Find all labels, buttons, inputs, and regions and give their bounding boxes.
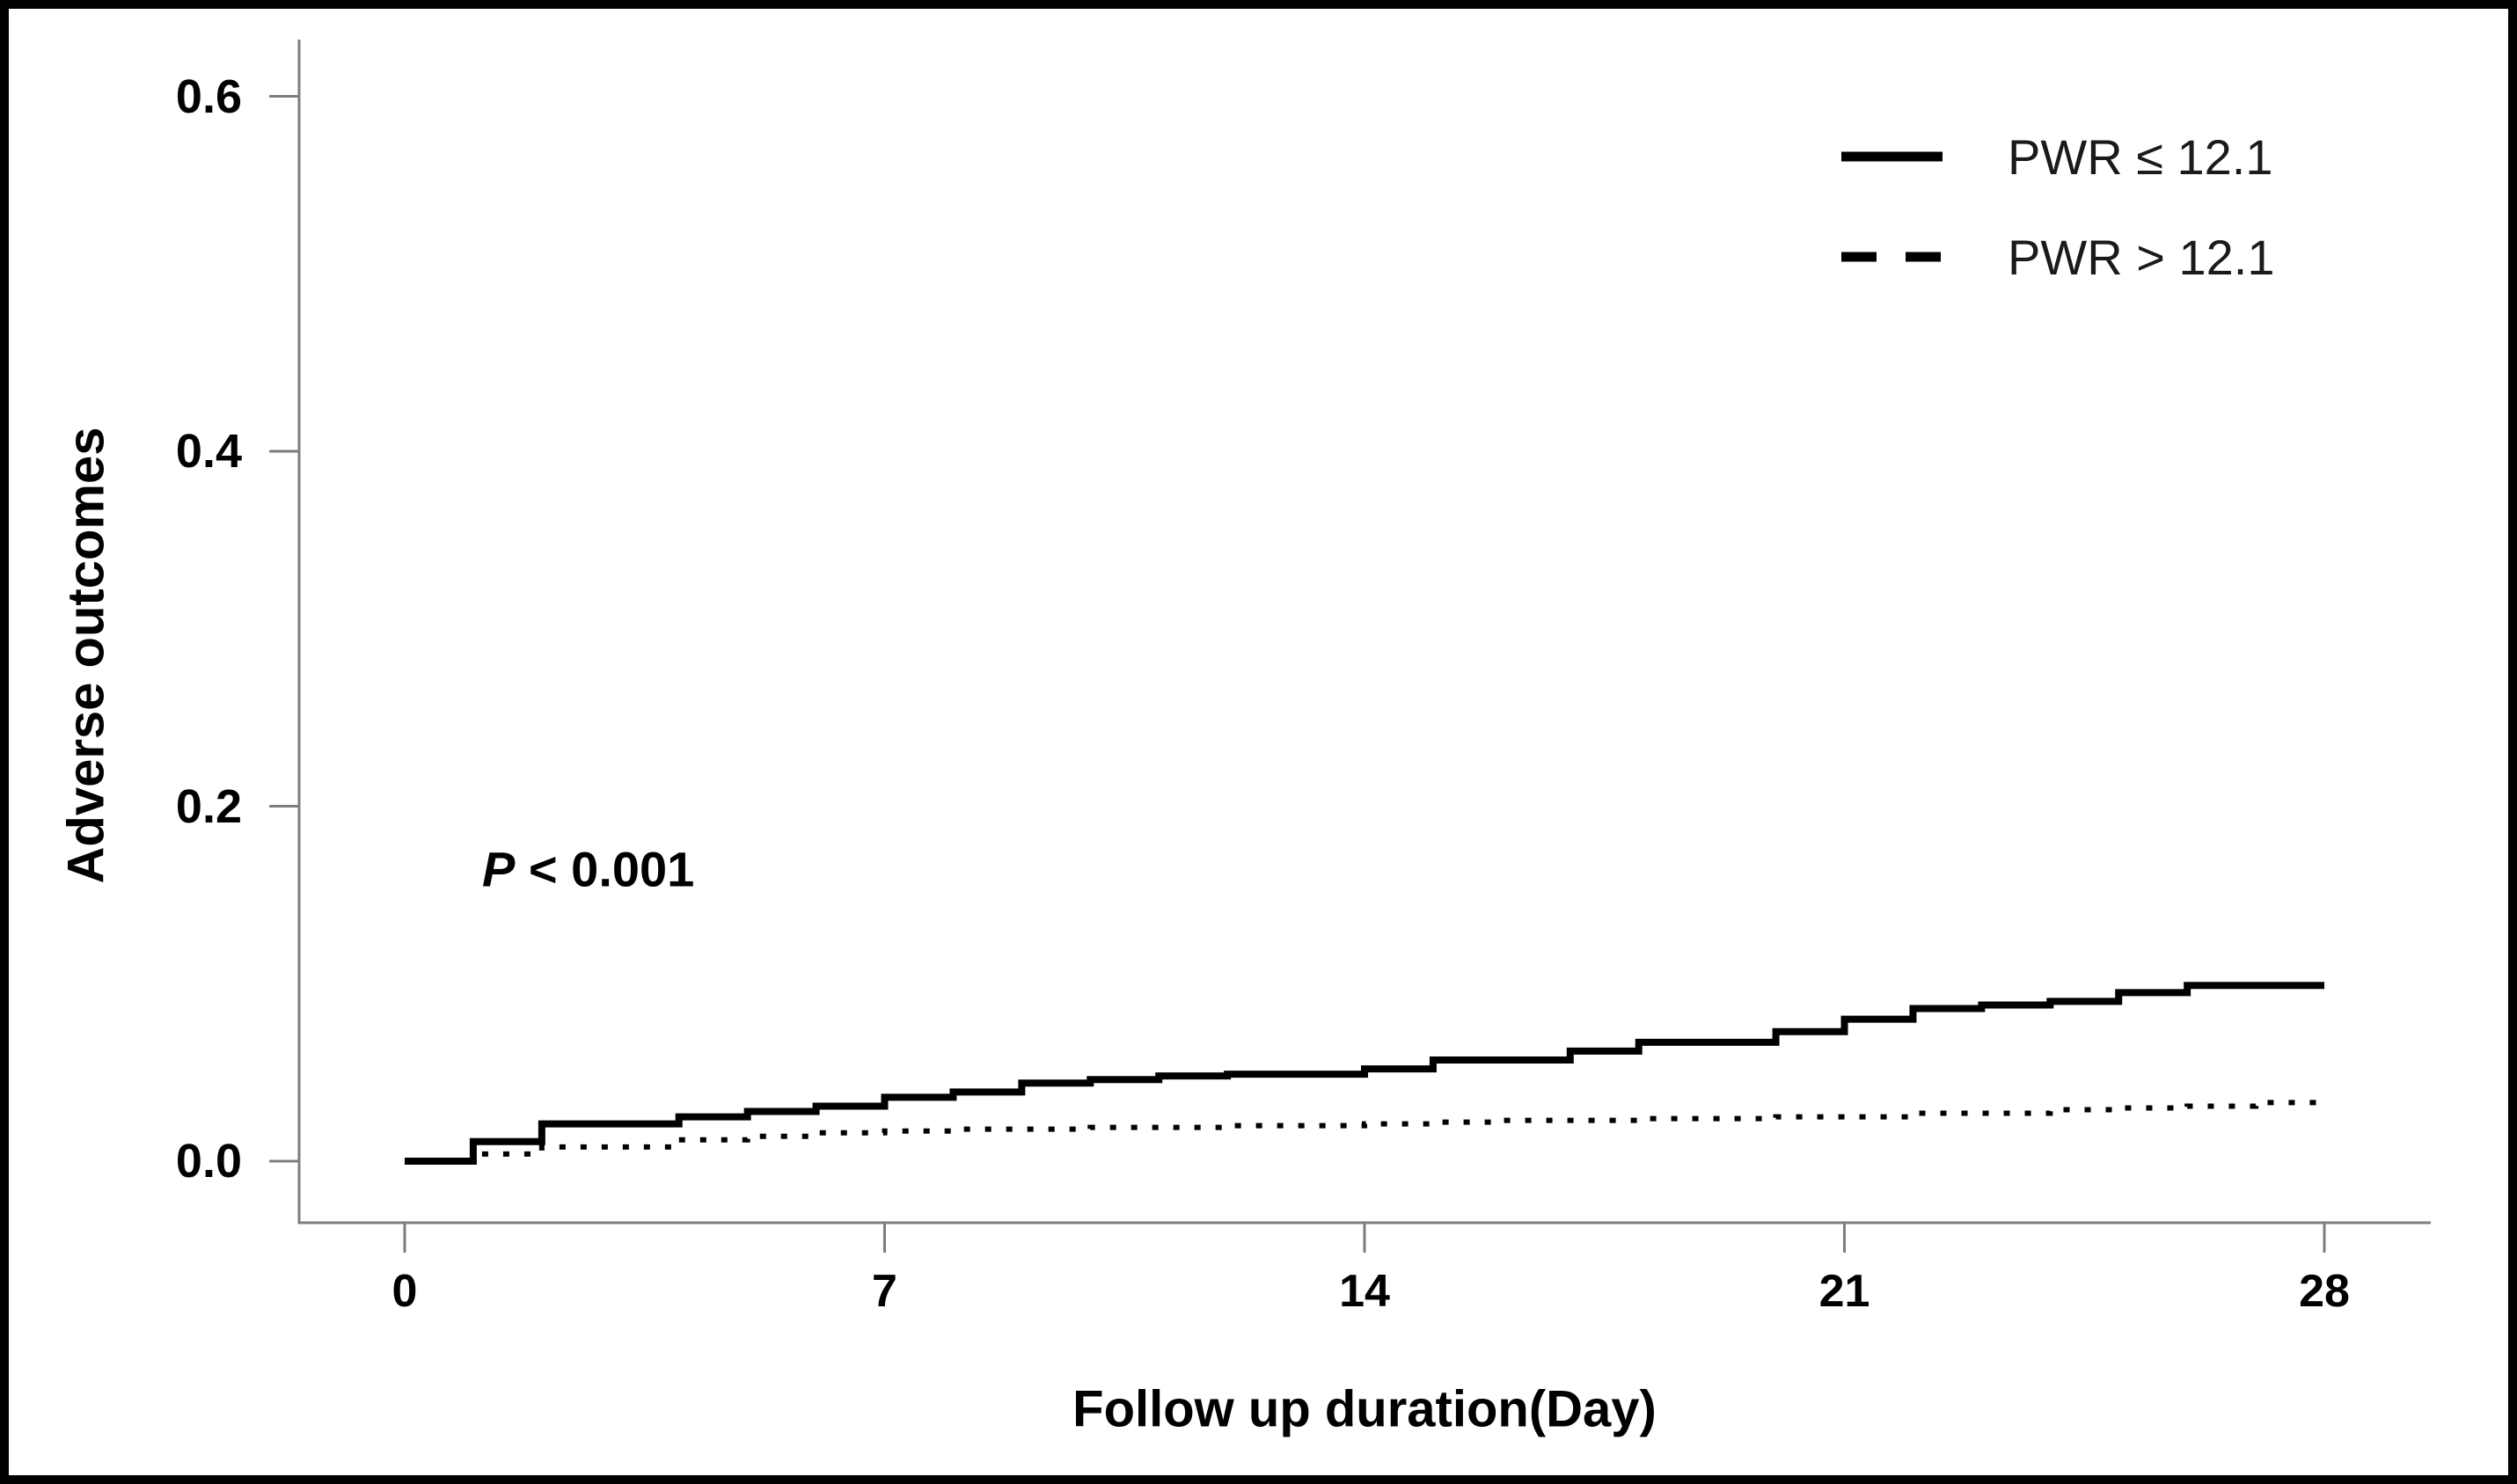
x-tick-label: 28 xyxy=(2299,1266,2350,1317)
x-tick-label: 21 xyxy=(1818,1266,1870,1317)
y-tick-label: 0.4 xyxy=(175,425,242,478)
p-value-text: < 0.001 xyxy=(515,841,695,897)
y-tick-label: 0.0 xyxy=(175,1135,242,1188)
x-axis-title: Follow up duration(Day) xyxy=(1072,1380,1657,1438)
legend-item: PWR ≤ 12.1 xyxy=(1841,106,2274,207)
series-dashed-line xyxy=(405,1100,2328,1164)
y-axis-title: Adverse outcomes xyxy=(57,427,115,884)
legend-label: PWR ≤ 12.1 xyxy=(2008,128,2273,185)
x-tick-label: 14 xyxy=(1339,1266,1390,1317)
legend-item: PWR > 12.1 xyxy=(1841,207,2274,307)
p-value-annotation: P < 0.001 xyxy=(482,841,694,898)
y-tick-label: 0.6 xyxy=(175,69,242,123)
x-tick-label: 0 xyxy=(391,1266,418,1317)
legend: PWR ≤ 12.1 PWR > 12.1 xyxy=(1841,106,2274,307)
survival-chart xyxy=(269,40,2431,1253)
solid-line-swatch-icon xyxy=(1841,151,1943,162)
dashed-line-swatch-icon xyxy=(1841,252,1943,262)
p-value-symbol: P xyxy=(482,841,516,897)
x-tick-label: 7 xyxy=(872,1266,897,1317)
y-tick-label: 0.2 xyxy=(175,779,242,833)
axis-lines xyxy=(297,40,2431,1224)
legend-label: PWR > 12.1 xyxy=(2008,229,2275,285)
series-solid-line xyxy=(405,982,2325,1165)
